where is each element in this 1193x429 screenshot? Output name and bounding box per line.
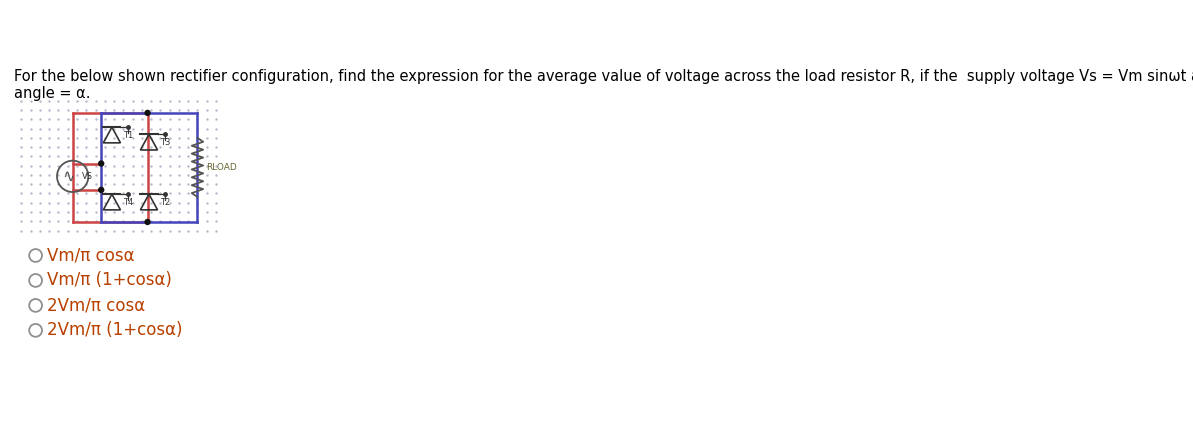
- Text: 2Vm/π (1+cosα): 2Vm/π (1+cosα): [47, 321, 183, 339]
- Text: RLOAD: RLOAD: [206, 163, 236, 172]
- Circle shape: [99, 161, 104, 166]
- Text: VS: VS: [82, 172, 93, 181]
- Text: Vm/π (1+cosα): Vm/π (1+cosα): [47, 272, 172, 290]
- Text: T4: T4: [123, 197, 132, 206]
- Text: 2Vm/π cosα: 2Vm/π cosα: [47, 296, 146, 314]
- Circle shape: [99, 187, 104, 192]
- Text: T1: T1: [123, 130, 132, 139]
- Text: T3: T3: [160, 138, 171, 147]
- Text: Vm/π cosα: Vm/π cosα: [47, 247, 135, 265]
- Circle shape: [146, 220, 150, 224]
- Circle shape: [146, 110, 150, 115]
- Text: T2: T2: [160, 197, 169, 206]
- Text: For the below shown rectifier configuration, find the expression for the average: For the below shown rectifier configurat…: [14, 69, 1193, 101]
